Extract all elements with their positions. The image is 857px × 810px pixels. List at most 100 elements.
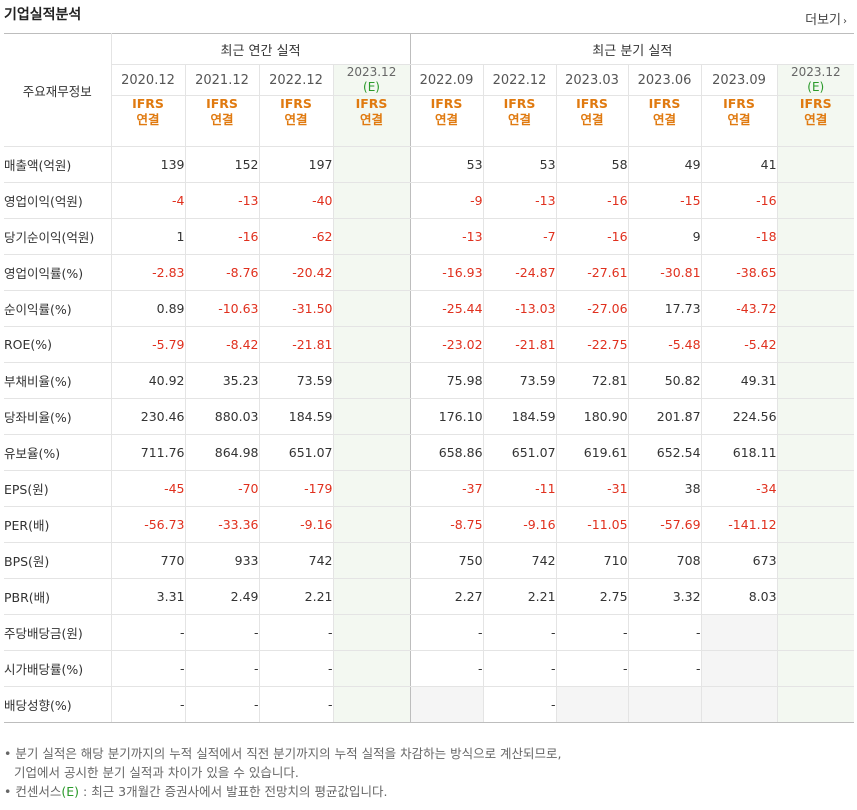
table-cell: -31	[555, 470, 629, 507]
table-row: 배당성향(%) - - - -	[4, 686, 855, 723]
table-cell: -33.36	[184, 506, 260, 543]
table-cell: 658.86	[409, 434, 484, 471]
table-cell: -9.16	[258, 506, 334, 543]
table-cell	[332, 434, 411, 471]
ifrs-text: IFRS	[799, 96, 832, 111]
table-cell: -7	[482, 218, 557, 255]
ifrs-text: IFRS	[576, 96, 608, 111]
ifrs-text: IFRS	[132, 96, 164, 111]
table-cell	[776, 218, 855, 255]
row-label: 시가배당률(%)	[4, 650, 112, 687]
column-date: 2022.12	[482, 64, 557, 96]
ifrs-label: IFRS 연결	[332, 95, 411, 147]
table-row: 시가배당률(%) - - - - - - -	[4, 650, 855, 687]
table-cell: -56.73	[110, 506, 186, 543]
consolidated-text: 연결	[804, 112, 828, 127]
table-cell	[332, 362, 411, 399]
table-cell: -	[409, 614, 484, 651]
table-row: 당좌비율(%) 230.46 880.03 184.59 176.10 184.59 180…	[4, 398, 855, 435]
row-label: ROE(%)	[4, 326, 112, 363]
table-cell: -5.48	[627, 326, 702, 363]
note-line-2: 기업에서 공시한 분기 실적과 차이가 있을 수 있습니다.	[14, 765, 299, 780]
ifrs-text: IFRS	[503, 96, 536, 111]
table-row: 매출액(억원) 139 152 197 53 53 58 49 41	[4, 146, 855, 183]
more-link[interactable]: 더보기 ›	[805, 9, 847, 28]
table-cell: 58	[555, 146, 629, 183]
table-cell: 184.59	[258, 398, 334, 435]
row-label: 영업이익률(%)	[4, 254, 112, 291]
table-cell: 770	[110, 542, 186, 579]
table-cell: -	[482, 650, 557, 687]
table-row: BPS(원) 770 933 742 750 742 710 708 673	[4, 542, 855, 579]
more-label: 더보기	[805, 13, 841, 28]
table-cell: -23.02	[409, 326, 484, 363]
table-cell: 880.03	[184, 398, 260, 435]
table-cell: 73.59	[482, 362, 557, 399]
table-cell: 49	[627, 146, 702, 183]
column-date: 2022.09	[409, 64, 484, 96]
table-cell	[627, 686, 702, 723]
table-cell: -	[258, 686, 334, 723]
table-cell: 619.61	[555, 434, 629, 471]
estimate-mark: (E)	[807, 80, 825, 94]
row-label: PBR(배)	[4, 578, 112, 615]
consolidated-text: 연결	[580, 112, 604, 127]
table-cell: -40	[258, 182, 334, 219]
column-date: 2021.12	[184, 64, 260, 96]
table-cell: -31.50	[258, 290, 334, 327]
table-cell	[776, 542, 855, 579]
table-cell: 17.73	[627, 290, 702, 327]
table-cell: 708	[627, 542, 702, 579]
table-cell: -11.05	[555, 506, 629, 543]
table-cell: 40.92	[110, 362, 186, 399]
note-text-3: : 최근 3개월간 증권사에서 발표한 전망치의 평균값입니다.	[79, 784, 388, 799]
ifrs-label: IFRS 연결	[111, 95, 186, 147]
note-text-1: 분기 실적은 해당 분기까지의 누적 실적에서 직전 분기까지의 누적 실적을 …	[15, 746, 562, 761]
financial-table: 주요재무정보 최근 연간 실적 최근 분기 실적 2020.12 2021.12 2…	[4, 33, 855, 723]
table-cell	[776, 650, 855, 687]
consolidated-text: 연결	[210, 112, 234, 127]
table-cell: -27.06	[555, 290, 629, 327]
table-cell: -8.42	[184, 326, 260, 363]
table-cell	[776, 686, 855, 723]
date-text: 2023.12	[790, 65, 841, 79]
column-date: 2023.09	[700, 64, 778, 96]
ifrs-label: IFRS 연결	[627, 95, 702, 147]
consolidated-text: 연결	[435, 112, 459, 127]
table-cell: 8.03	[700, 578, 778, 615]
table-cell: 1	[110, 218, 186, 255]
row-label: 부채비율(%)	[4, 362, 112, 399]
table-cell: -10.63	[184, 290, 260, 327]
ifrs-text: IFRS	[430, 96, 463, 111]
table-cell: -13	[482, 182, 557, 219]
note-est-mark: (E)	[61, 784, 80, 799]
row-label: 유보율(%)	[4, 434, 112, 471]
column-date: 2022.12	[258, 64, 334, 96]
table-cell: 73.59	[258, 362, 334, 399]
table-cell: -	[184, 650, 260, 687]
table-cell: -62	[258, 218, 334, 255]
table-cell: -5.79	[110, 326, 186, 363]
table-cell: -	[258, 650, 334, 687]
table-cell: 651.07	[258, 434, 334, 471]
column-date-estimate: 2023.12 (E)	[776, 64, 855, 96]
table-cell: -4	[110, 182, 186, 219]
ifrs-label: IFRS 연결	[776, 95, 855, 147]
ifrs-text: IFRS	[280, 96, 312, 111]
ifrs-text: IFRS	[648, 96, 681, 111]
row-label: 당기순이익(억원)	[4, 218, 112, 255]
table-cell: 139	[110, 146, 186, 183]
table-cell	[332, 578, 411, 615]
table-cell: 49.31	[700, 362, 778, 399]
table-cell: 38	[627, 470, 702, 507]
table-cell: -	[555, 614, 629, 651]
table-cell	[776, 614, 855, 651]
table-cell: -27.61	[555, 254, 629, 291]
table-cell: 41	[700, 146, 778, 183]
table-cell: 230.46	[110, 398, 186, 435]
consolidated-text: 연결	[136, 112, 160, 127]
footnotes: • 분기 실적은 해당 분기까지의 누적 실적에서 직전 분기까지의 누적 실적…	[4, 744, 562, 801]
consolidated-text: 연결	[727, 112, 751, 127]
table-cell	[332, 254, 411, 291]
table-cell: -16	[555, 218, 629, 255]
